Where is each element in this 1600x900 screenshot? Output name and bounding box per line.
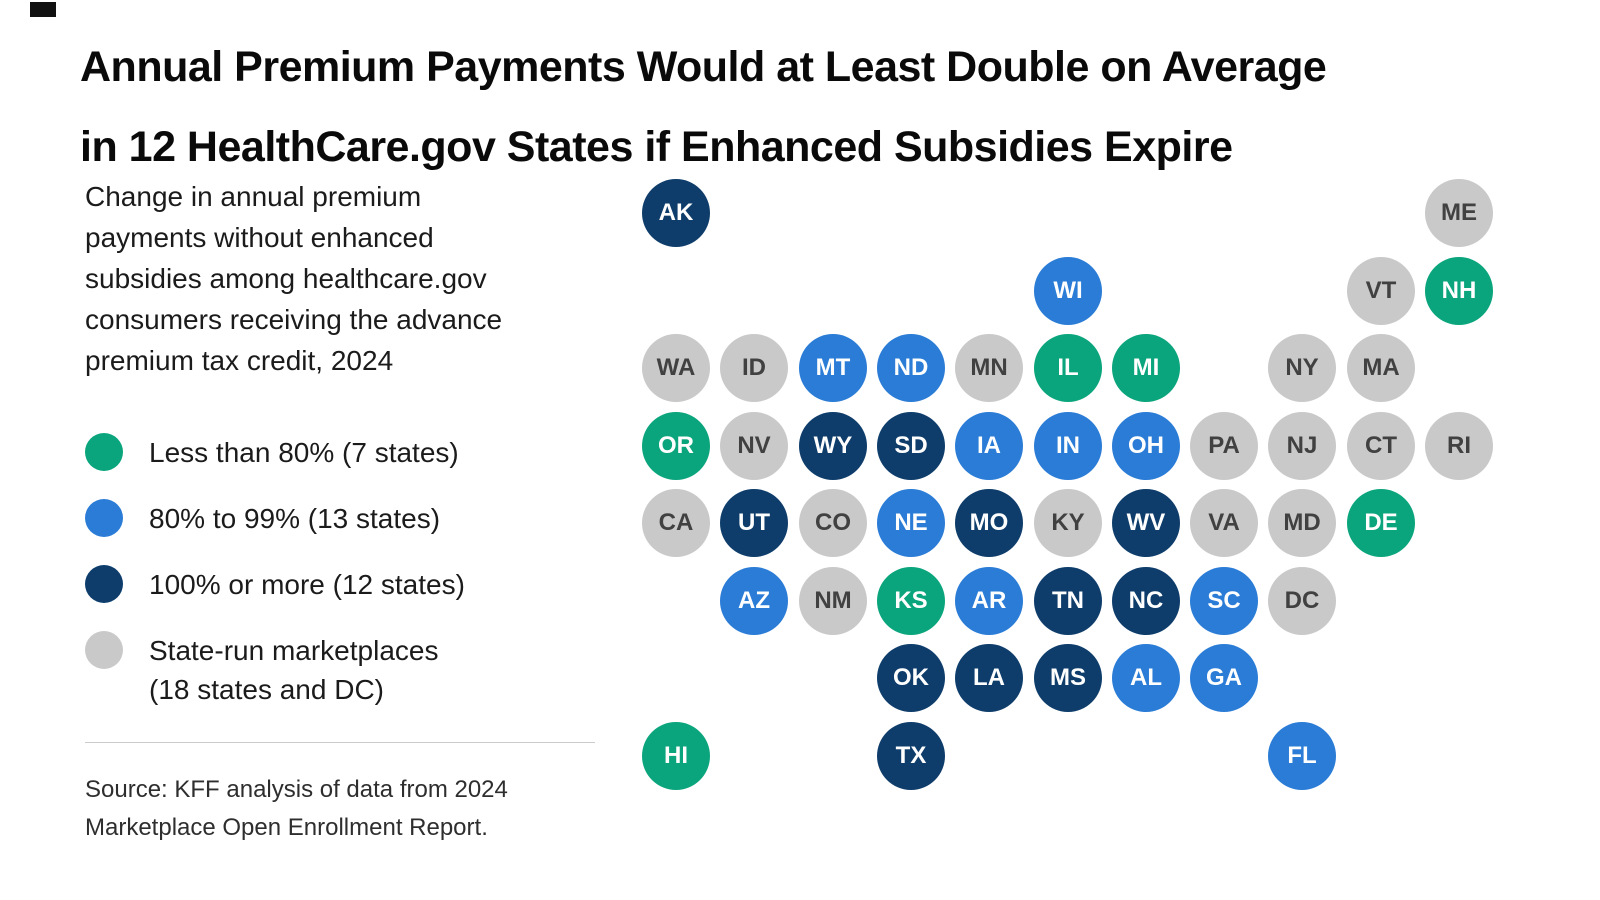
legend-dot-green [85,433,123,471]
legend-item-blue: 80% to 99% (13 states) [85,499,465,538]
state-tile-nj: NJ [1268,412,1336,480]
title-line-1: Annual Premium Payments Would at Least D… [80,43,1327,91]
state-tile-co: CO [799,489,867,557]
state-tile-ne: NE [877,489,945,557]
state-tile-ok: OK [877,644,945,712]
state-tile-me: ME [1425,179,1493,247]
state-tile-fl: FL [1268,722,1336,790]
state-tile-ks: KS [877,567,945,635]
state-tile-oh: OH [1112,412,1180,480]
state-tile-ny: NY [1268,334,1336,402]
state-tile-nd: ND [877,334,945,402]
state-tile-il: IL [1034,334,1102,402]
state-tile-nh: NH [1425,257,1493,325]
chart-title: Annual Premium Payments Would at Least D… [80,27,1327,187]
legend-item-navy: 100% or more (12 states) [85,565,465,604]
divider [85,742,595,743]
state-tile-vt: VT [1347,257,1415,325]
corner-mark [30,2,56,17]
state-tile-mi: MI [1112,334,1180,402]
legend-label-navy: 100% or more (12 states) [149,569,465,600]
legend-label-green: Less than 80% (7 states) [149,437,459,468]
state-tile-dc: DC [1268,567,1336,635]
title-line-2: in 12 HealthCare.gov States if Enhanced … [80,123,1233,171]
legend-dot-gray [85,631,123,669]
state-tile-mo: MO [955,489,1023,557]
state-tile-ia: IA [955,412,1023,480]
legend-item-green: Less than 80% (7 states) [85,433,465,472]
state-tile-tx: TX [877,722,945,790]
legend-dot-blue [85,499,123,537]
state-tile-ms: MS [1034,644,1102,712]
state-tile-id: ID [720,334,788,402]
legend-item-gray: State-run marketplaces (18 states and DC… [85,631,465,709]
state-tile-ct: CT [1347,412,1415,480]
state-tile-wi: WI [1034,257,1102,325]
state-map: AK ME WI VT NH WA ID MT ND MN IL MI NY MA OR NV WY SD IA IN… [642,179,1502,799]
state-tile-hi: HI [642,722,710,790]
state-tile-az: AZ [720,567,788,635]
source-note: Source: KFF analysis of data from 2024 M… [85,776,508,841]
state-tile-wv: WV [1112,489,1180,557]
chart-subtitle: Change in annual premium payments withou… [85,181,503,376]
state-tile-la: LA [955,644,1023,712]
state-tile-ky: KY [1034,489,1102,557]
legend: Less than 80% (7 states) 80% to 99% (13 s… [85,433,465,736]
state-tile-or: OR [642,412,710,480]
legend-label-gray: State-run marketplaces (18 states and DC… [149,635,439,705]
state-tile-va: VA [1190,489,1258,557]
state-tile-de: DE [1347,489,1415,557]
state-tile-pa: PA [1190,412,1258,480]
legend-label-blue: 80% to 99% (13 states) [149,503,441,534]
state-tile-wa: WA [642,334,710,402]
state-tile-ri: RI [1425,412,1493,480]
state-tile-ga: GA [1190,644,1258,712]
state-tile-ca: CA [642,489,710,557]
legend-dot-navy [85,565,123,603]
state-tile-nv: NV [720,412,788,480]
state-tile-nc: NC [1112,567,1180,635]
state-tile-in: IN [1034,412,1102,480]
state-tile-tn: TN [1034,567,1102,635]
state-tile-sc: SC [1190,567,1258,635]
state-tile-sd: SD [877,412,945,480]
state-tile-mt: MT [799,334,867,402]
state-tile-ma: MA [1347,334,1415,402]
state-tile-al: AL [1112,644,1180,712]
state-tile-ut: UT [720,489,788,557]
state-tile-ak: AK [642,179,710,247]
state-tile-wy: WY [799,412,867,480]
state-tile-mn: MN [955,334,1023,402]
state-tile-nm: NM [799,567,867,635]
state-tile-md: MD [1268,489,1336,557]
state-tile-ar: AR [955,567,1023,635]
